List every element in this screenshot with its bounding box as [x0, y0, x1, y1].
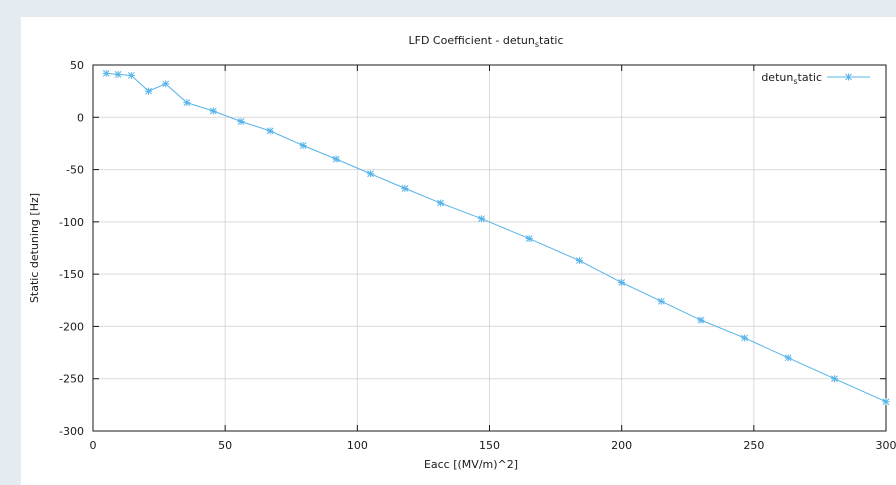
data-point-marker	[845, 73, 852, 81]
chart-panel: LFD Coefficient - detunstatic 0 50 100 150 2…	[21, 17, 896, 485]
marker-stroke	[882, 398, 890, 406]
data-point-marker	[741, 334, 749, 342]
marker-stroke	[183, 99, 191, 106]
y-tick-label: -200	[59, 320, 84, 333]
marker-stroke	[127, 72, 135, 79]
x-tick-label: 250	[743, 439, 764, 452]
data-point-marker	[332, 155, 340, 163]
data-point-marker	[183, 99, 191, 107]
data-point-marker	[367, 170, 375, 178]
chart-title-rest: tatic	[539, 34, 563, 47]
y-tick-label: -100	[59, 216, 84, 229]
marker-stroke	[657, 297, 665, 305]
y-tick-label: 50	[70, 59, 84, 72]
marker-stroke	[437, 199, 444, 207]
data-point-marker	[401, 184, 409, 192]
chart-svg: LFD Coefficient - detunstatic 0 50 100 150 2…	[28, 34, 896, 471]
marker-stroke	[266, 127, 274, 135]
data-point-marker	[114, 70, 122, 78]
legend-label-subscript: s	[793, 77, 797, 86]
data-point-marker	[437, 199, 445, 207]
series-layer	[102, 69, 890, 406]
x-axis-title: Eacc [(MV/m)^2]	[424, 458, 518, 471]
data-point-marker	[209, 107, 217, 115]
data-point-marker	[618, 279, 626, 287]
data-point-marker	[525, 235, 533, 243]
y-tick-label: -250	[59, 373, 84, 386]
data-point-marker	[299, 142, 307, 150]
chart-title: LFD Coefficient - detunstatic	[408, 34, 563, 49]
y-tick-label: -150	[59, 268, 84, 281]
y-axis-title: Static detuning [Hz]	[28, 193, 41, 303]
y-tick-label: 0	[77, 111, 84, 124]
marker-stroke	[209, 107, 217, 115]
marker-stroke	[102, 70, 110, 77]
data-point-marker	[784, 354, 792, 362]
data-point-marker	[697, 316, 705, 324]
legend-marker-group	[845, 73, 852, 81]
y-tick-label: -50	[66, 164, 84, 177]
data-point-marker	[162, 80, 170, 88]
data-point-marker	[478, 215, 486, 223]
marker-stroke	[367, 170, 374, 178]
marker-stroke	[332, 155, 340, 163]
x-tick-label: 300	[876, 439, 896, 452]
data-point-marker	[882, 398, 890, 406]
data-point-marker	[127, 71, 135, 79]
x-tick-label: 0	[90, 439, 97, 452]
marker-stroke	[697, 316, 705, 324]
marker-stroke	[831, 375, 838, 383]
data-point-marker	[145, 87, 153, 95]
data-point-marker	[575, 257, 583, 265]
x-tick-label: 150	[479, 439, 500, 452]
grid-lines	[93, 65, 886, 431]
legend: detunstatic	[761, 71, 870, 86]
marker-stroke	[114, 71, 122, 78]
series-line	[106, 72, 887, 403]
x-tick-label: 200	[611, 439, 632, 452]
y-tick-label: -300	[59, 425, 84, 438]
marker-stroke	[784, 354, 792, 362]
x-tick-label: 50	[218, 439, 232, 452]
x-tick-label: 100	[347, 439, 368, 452]
marker-stroke	[162, 80, 170, 88]
legend-label-rest: tatic	[798, 71, 822, 84]
marker-stroke	[576, 257, 583, 264]
chart-title-subscript: s	[535, 40, 539, 49]
marker-stroke	[741, 334, 748, 342]
legend-label: detunstatic	[761, 71, 822, 86]
marker-stroke	[299, 142, 307, 149]
data-point-marker	[657, 297, 665, 305]
data-point-marker	[830, 375, 838, 383]
axis-ticks: 0 50 100 150 200 250 300 50 0 -50 -100 -150 -200 -250…	[59, 59, 896, 452]
marker-stroke	[401, 185, 409, 192]
data-point-marker	[102, 69, 110, 77]
chart-title-main: LFD Coefficient - detun	[408, 34, 534, 47]
marker-stroke	[525, 235, 533, 242]
data-point-marker	[266, 127, 274, 135]
legend-label-main: detun	[761, 71, 793, 84]
marker-stroke	[478, 215, 485, 223]
data-point-marker	[237, 117, 245, 125]
marker-stroke	[845, 73, 852, 81]
marker-stroke	[237, 118, 245, 125]
marker-stroke	[145, 87, 152, 95]
marker-stroke	[618, 279, 626, 286]
